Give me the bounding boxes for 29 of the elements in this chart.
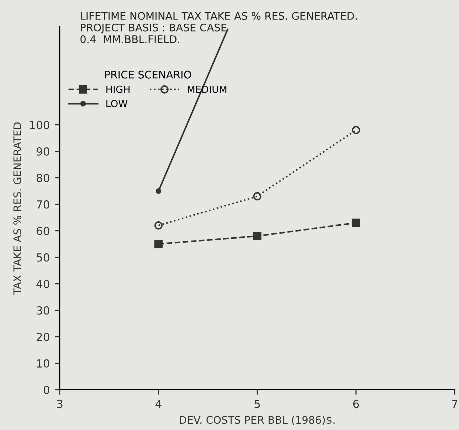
x-tick-label: 4 bbox=[156, 400, 162, 408]
point bbox=[253, 192, 262, 201]
chart-title: LIFETIME NOMINAL TAX TAKE AS % RES. GENERATED. PROJECT BASIS : BASE CASE 0.4 MM.BBL.FIELD. bbox=[80, 12, 358, 44]
x-tick-label: 5 bbox=[254, 400, 260, 408]
y-tick-label: 50 bbox=[36, 253, 50, 262]
y-tick-label: 10 bbox=[37, 359, 50, 368]
point bbox=[352, 126, 360, 135]
y-tick-label: 90 bbox=[36, 148, 50, 156]
x-tick-label: 3 bbox=[57, 400, 63, 408]
point bbox=[253, 232, 262, 240]
y-tick-label: 30 bbox=[36, 306, 50, 315]
x-tick-label: 7 bbox=[452, 400, 458, 408]
y-tick-label: 70 bbox=[37, 200, 50, 209]
x-axis-title: DEV. COSTS PER BBL (1986)$. bbox=[180, 416, 335, 426]
point bbox=[154, 222, 163, 230]
x-tick-label: 6 bbox=[353, 400, 360, 408]
legend-label: HIGH bbox=[106, 86, 130, 94]
point bbox=[352, 218, 360, 228]
y-tick-label: 40 bbox=[36, 280, 50, 288]
y-tick-label: 0 bbox=[44, 386, 50, 394]
y-axis-title: TAX TAKE AS % RES. GENERATED bbox=[14, 122, 22, 296]
y-tick-label: 20 bbox=[36, 332, 50, 342]
legend-label: LOW bbox=[106, 100, 128, 108]
y-tick-label: 60 bbox=[36, 226, 50, 236]
legend-title: PRICE SCENARIO bbox=[105, 70, 192, 79]
point bbox=[156, 188, 162, 194]
y-tick-label: 80 bbox=[36, 174, 50, 182]
y-tick-label: 100 bbox=[30, 121, 50, 130]
point bbox=[154, 240, 163, 248]
